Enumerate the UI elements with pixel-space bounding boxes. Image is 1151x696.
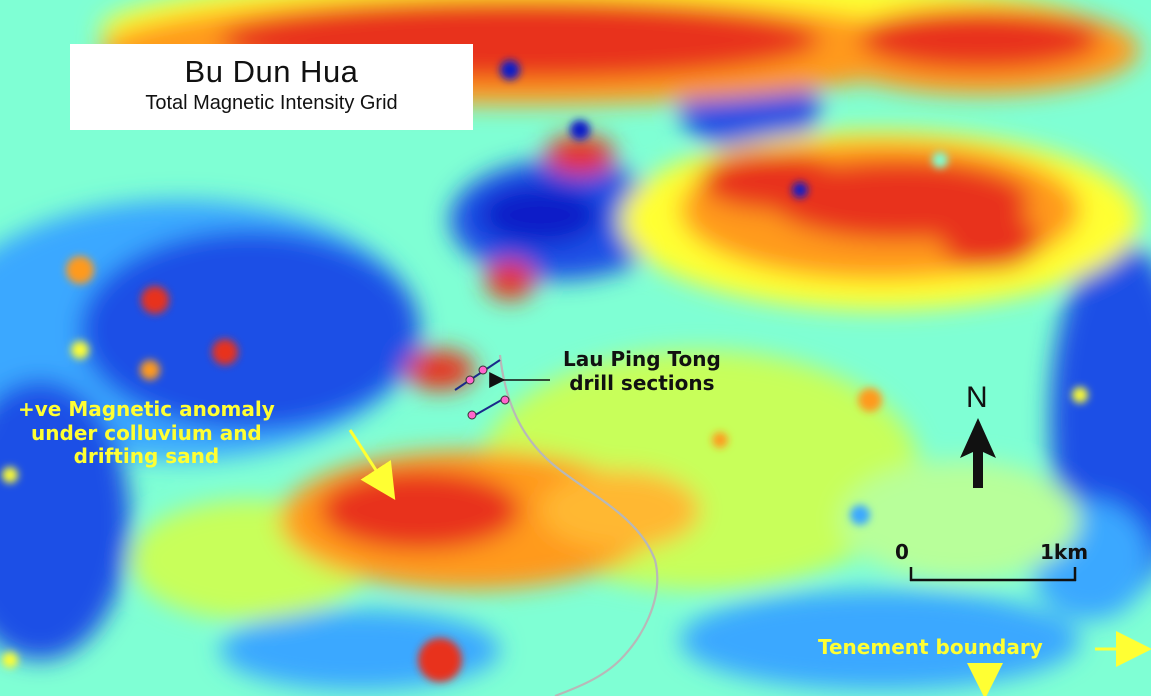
magnetic-spots (2, 60, 1088, 682)
anomaly-label-line-1: +ve Magnetic anomaly (18, 397, 275, 421)
road-track (498, 354, 659, 696)
drill-hole-marker (478, 365, 488, 375)
scale-end-label: 1km (1040, 540, 1089, 564)
map-title: Bu Dun Hua (184, 54, 359, 89)
map-title-box: Bu Dun Hua Total Magnetic Intensity Grid (70, 44, 473, 130)
map-subtitle: Total Magnetic Intensity Grid (145, 92, 398, 114)
anomaly-label-line-3: drifting sand (73, 444, 220, 469)
scale-bar (909, 567, 1077, 582)
drill-hole-marker (465, 375, 475, 385)
tenement-boundary-label: Tenement boundary (818, 635, 1043, 659)
drill-hole-marker (500, 395, 510, 405)
anomaly-label-line-2: under colluvium and (31, 420, 262, 445)
drill-label-line-1: Lau Ping Tong (563, 347, 721, 371)
north-label: N (966, 381, 988, 414)
drill-sections-label: Lau Ping Tong drill sections (563, 347, 721, 395)
anomaly-label: +ve Magnetic anomaly under colluvium and… (18, 397, 275, 469)
north-arrow-icon (960, 418, 996, 488)
anomaly-pointer-arrow (348, 429, 396, 501)
drill-hole-marker (467, 410, 477, 420)
drill-label-line-2: drill sections (569, 370, 715, 395)
drill-sections (454, 359, 510, 420)
scale-start-label: 0 (895, 540, 909, 564)
